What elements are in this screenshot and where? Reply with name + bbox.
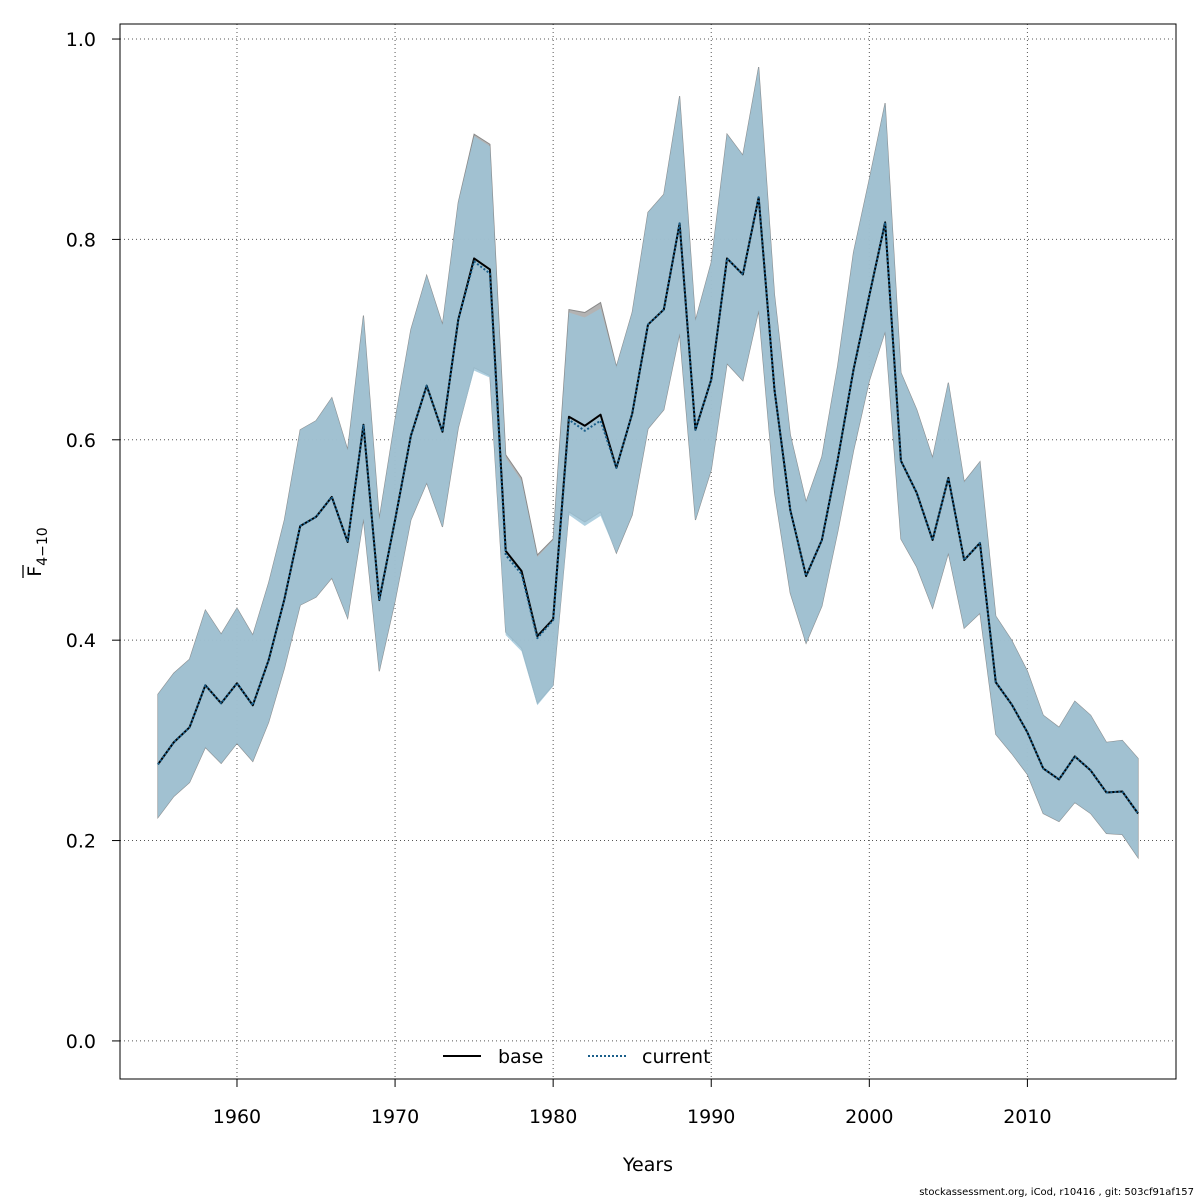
y-tick-label: 0.4 [66, 630, 96, 652]
y-tick-label: 0.0 [66, 1031, 96, 1053]
legend: base current [443, 1046, 711, 1068]
x-tick-label: 1990 [687, 1106, 735, 1128]
x-axis-title: Years [622, 1154, 673, 1176]
y-tick-label: 0.6 [66, 430, 96, 452]
y-tick-label: 1.0 [66, 29, 96, 51]
x-tick-label: 1980 [529, 1106, 577, 1128]
y-axis-title: F4−10 [22, 527, 51, 578]
x-tick-label: 2010 [1003, 1106, 1051, 1128]
y-tick-label: 0.2 [66, 831, 96, 853]
band-current [157, 67, 1139, 858]
legend-label-current: current [642, 1046, 711, 1068]
legend-label-base: base [498, 1046, 543, 1068]
series-lines [157, 196, 1139, 815]
y-tick-label: 0.8 [66, 229, 96, 251]
footer-credit: stockassessment.org, iCod, r10416 , git:… [919, 1187, 1194, 1198]
x-tick-label: 1970 [371, 1106, 419, 1128]
y-axis-title-subscript: 4−10 [35, 527, 51, 565]
y-axis-title-main: F [24, 566, 46, 577]
svg-text:F4−10: F4−10 [24, 527, 51, 576]
y-axis: 0.0 0.2 0.4 0.6 0.8 1.0 [66, 29, 120, 1053]
x-axis: 1960 1970 1980 1990 2000 2010 [213, 1079, 1052, 1128]
x-tick-label: 2000 [845, 1106, 893, 1128]
plot-frame [119, 23, 1177, 1080]
confidence-bands [157, 66, 1139, 860]
series-line-current [157, 196, 1139, 815]
x-tick-label: 1960 [213, 1106, 261, 1128]
